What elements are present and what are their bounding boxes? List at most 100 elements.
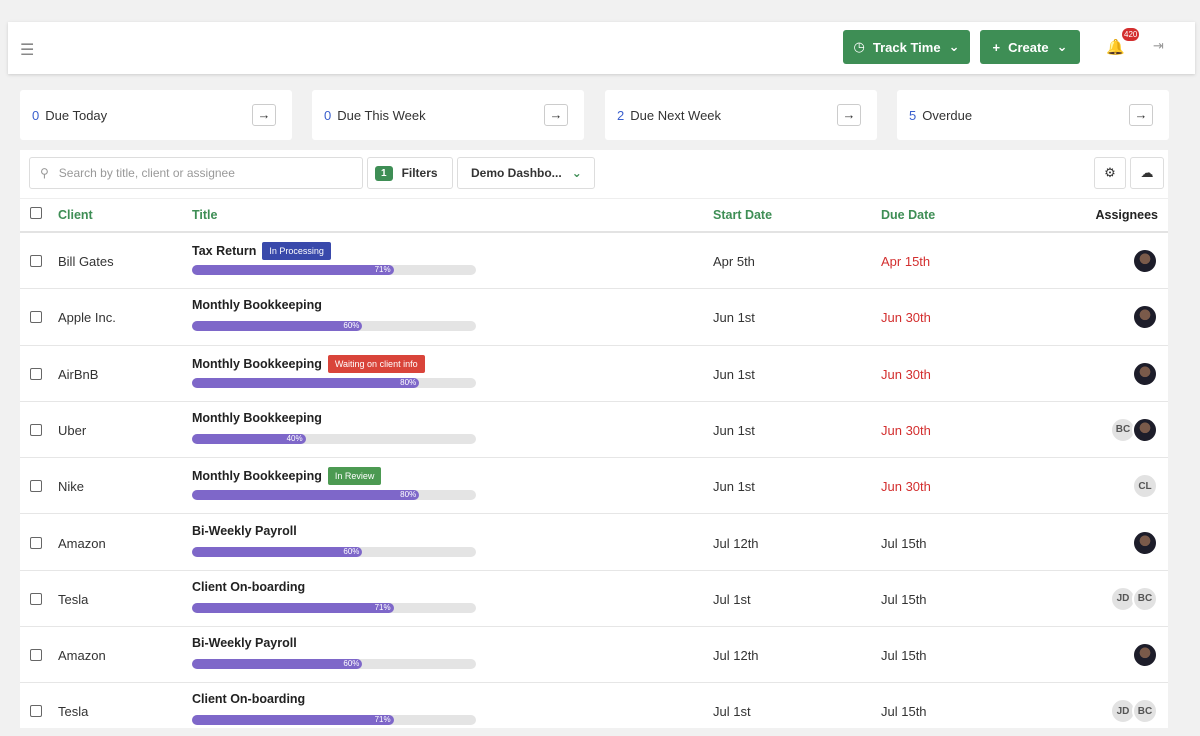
arrow-button[interactable]: →: [252, 104, 276, 126]
start-date: Jun 1st: [713, 479, 755, 495]
header-row: [20, 198, 1168, 233]
progress-fill: 80%: [192, 377, 420, 388]
summary-card[interactable]: 2 Due Next Week →: [605, 90, 877, 140]
table-row[interactable]: AirBnB Monthly Bookkeeping Waiting on clie…: [20, 346, 1168, 402]
progress-track: 71%: [192, 715, 476, 726]
progress-label: 71%: [374, 265, 391, 274]
avatar-initials: BC: [1132, 585, 1158, 612]
progress-fill: 60%: [192, 546, 363, 557]
avatar-initials: JD: [1110, 698, 1136, 725]
summary-card[interactable]: 5 Overdue →: [897, 90, 1169, 140]
assignees: [1132, 529, 1158, 556]
progress-track: 40%: [192, 433, 476, 444]
avatar-initials: CL: [1132, 473, 1158, 500]
assignees: BC: [1110, 416, 1158, 443]
assignees: JD BC: [1110, 698, 1158, 725]
client: Amazon: [58, 535, 106, 551]
arrow-button[interactable]: →: [544, 104, 568, 126]
label: Create: [1008, 39, 1049, 55]
column-header[interactable]: Start Date: [713, 208, 773, 222]
summary-count: 2: [617, 107, 625, 123]
progress-fill: 80%: [192, 490, 420, 501]
status-tag: In Processing: [262, 242, 331, 260]
due-date: Jul 15th: [881, 648, 927, 664]
task-title: Bi-Weekly Payroll: [192, 636, 297, 651]
task-title: Monthly Bookkeeping: [192, 410, 322, 425]
create-button[interactable]: + Create ⌄: [980, 30, 1080, 64]
arrow-button[interactable]: →: [1129, 104, 1153, 126]
client: Bill Gates: [58, 254, 114, 269]
start-date: Jun 1st: [713, 310, 755, 326]
progress-label: 40%: [286, 433, 303, 443]
table-row[interactable]: Bill Gates Tax Return In Processing 71% Apr …: [20, 233, 1168, 290]
row-checkbox[interactable]: [30, 255, 42, 267]
column-header[interactable]: Title: [192, 208, 218, 222]
chevron: ⌄: [948, 39, 960, 54]
row-checkbox[interactable]: [30, 649, 42, 662]
search-placeholder: Search by title, client or assignee: [58, 166, 235, 180]
assignees: [1132, 642, 1158, 669]
icon: ◷: [853, 39, 865, 54]
due-date: Jun 30th: [881, 366, 931, 382]
task-title: Client On-boarding: [192, 579, 306, 594]
table-row[interactable]: Amazon Bi-Weekly Payroll 60% Jul 12th Jul 15…: [20, 627, 1168, 684]
table-row[interactable]: Tesla Client On-boarding 71% Jul 1st Jul 15t…: [20, 571, 1168, 628]
bell-icon[interactable]: 🔔: [1106, 39, 1125, 56]
table-row[interactable]: Tesla Client On-boarding 71% Jul 1st Jul 15t…: [20, 683, 1168, 728]
summary-count: 0: [32, 107, 40, 123]
start-date: Jul 12th: [713, 535, 759, 551]
row-checkbox[interactable]: [30, 423, 42, 436]
table-row[interactable]: Uber Monthly Bookkeeping 40% Jun 1st Jun 30t…: [20, 402, 1168, 459]
track-time-button[interactable]: ◷ Track Time ⌄: [843, 30, 970, 64]
row-checkbox[interactable]: [30, 480, 42, 493]
avatar-photo: [1132, 416, 1158, 443]
row-checkbox[interactable]: [30, 536, 42, 549]
settings-button[interactable]: ⚙: [1094, 157, 1126, 189]
due-date: Jun 30th: [881, 479, 931, 495]
download-button[interactable]: ☁: [1130, 157, 1164, 189]
column-header[interactable]: Assignees: [1095, 208, 1158, 222]
column-header[interactable]: Client: [58, 208, 93, 222]
column-header[interactable]: Due Date: [881, 208, 936, 222]
progress-track: 60%: [192, 546, 476, 557]
logout-icon[interactable]: ⇥: [1153, 38, 1164, 53]
row-checkbox[interactable]: [30, 592, 42, 605]
progress-track: 80%: [192, 490, 476, 501]
start-date: Jul 1st: [713, 591, 751, 607]
menu-icon[interactable]: ☰: [20, 42, 35, 59]
table-panel: ⚲ Search by title, client or assignee 1 Fi…: [20, 150, 1168, 728]
task-title: Client On-boarding: [192, 692, 306, 707]
search-box[interactable]: ⚲ Search by title, client or assignee: [29, 157, 363, 189]
title-line: Bi-Weekly Payroll: [192, 524, 297, 538]
assignees: CL: [1132, 473, 1158, 500]
title-line: Monthly Bookkeeping: [192, 298, 322, 312]
start-date: Jun 1st: [713, 422, 755, 438]
table-row[interactable]: Apple Inc. Monthly Bookkeeping 60% Jun 1st J…: [20, 289, 1168, 346]
row-checkbox[interactable]: [30, 311, 42, 324]
row-checkbox[interactable]: [30, 367, 42, 380]
progress-fill: 40%: [192, 433, 306, 444]
assignees: [1132, 360, 1158, 387]
table-row[interactable]: Amazon Bi-Weekly Payroll 60% Jul 12th Jul 15…: [20, 515, 1168, 571]
summary-card[interactable]: 0 Due This Week →: [312, 90, 584, 140]
view-dropdown[interactable]: Demo Dashbo... ⌄: [457, 157, 595, 189]
search-icon: ⚲: [40, 166, 49, 180]
progress-fill: 60%: [192, 321, 363, 332]
progress-fill: 71%: [192, 602, 394, 613]
select-all-checkbox[interactable]: [30, 207, 42, 219]
client: AirBnB: [58, 366, 99, 382]
start-date: Jul 12th: [713, 648, 759, 664]
start-date: Apr 5th: [713, 254, 755, 269]
arrow-button[interactable]: →: [837, 104, 861, 126]
filters-button[interactable]: 1 Filters: [367, 157, 453, 189]
progress-track: 71%: [192, 265, 476, 275]
summary-card[interactable]: 0 Due Today →: [20, 90, 292, 140]
chevron: ⌄: [1056, 39, 1068, 54]
due-date: Jul 15th: [881, 535, 927, 551]
progress-track: 60%: [192, 659, 476, 670]
notification-badge: 420: [1122, 28, 1140, 41]
row-checkbox[interactable]: [30, 705, 42, 718]
progress-fill: 71%: [192, 265, 394, 275]
table-row[interactable]: Nike Monthly Bookkeeping In Review 80% Jun 1…: [20, 458, 1168, 515]
